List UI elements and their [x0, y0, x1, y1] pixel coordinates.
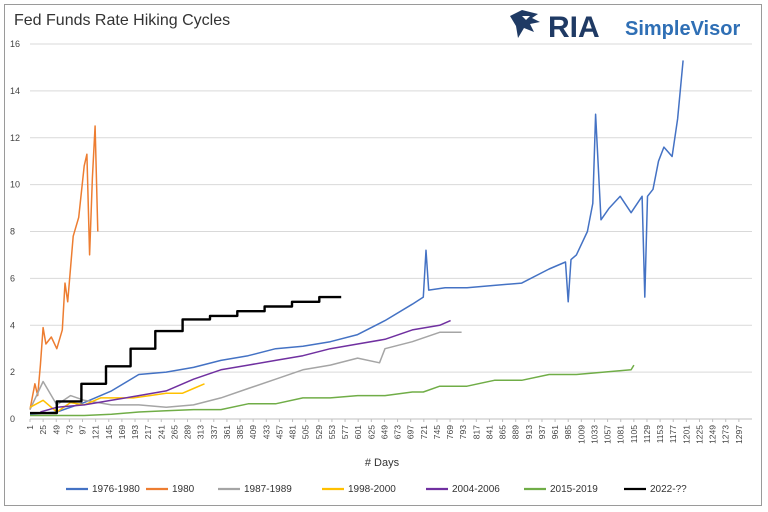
x-tick-label: 865 [498, 425, 508, 439]
x-tick-label: 553 [327, 425, 337, 439]
x-tick-label: 385 [235, 425, 245, 439]
y-tick-label: 10 [10, 180, 20, 190]
y-tick-label: 6 [10, 273, 15, 283]
x-tick-label: 1129 [642, 425, 652, 444]
series-line-5 [30, 364, 635, 417]
x-tick-label: 1153 [655, 425, 665, 444]
legend-label: 2022-?? [650, 484, 687, 495]
brand-logo: RIA SimpleVisor [510, 10, 740, 44]
x-tick-label: 1057 [603, 425, 613, 444]
x-tick-label: 577 [340, 425, 350, 439]
x-tick-label: 913 [524, 425, 534, 439]
x-tick-label: 1081 [616, 425, 626, 444]
chart-title: Fed Funds Rate Hiking Cycles [14, 12, 230, 29]
x-tick-label: 1033 [589, 425, 599, 444]
series-group [29, 60, 684, 417]
x-tick-label: 265 [169, 425, 179, 439]
legend-label: 1980 [172, 484, 195, 495]
x-tick-label: 289 [183, 425, 193, 439]
x-axis: 1 25 49 73 97 121 145 169 193 217 241 265 289 313 337 3… [25, 419, 744, 444]
x-tick-label: 649 [379, 425, 389, 439]
x-tick-label: 697 [406, 425, 416, 439]
x-tick-label: 1297 [734, 425, 744, 444]
x-tick-label: 97 [78, 425, 88, 435]
series-line-1 [29, 125, 99, 410]
x-axis-label: # Days [365, 457, 400, 469]
x-tick-label: 1201 [681, 425, 691, 444]
series-line-2 [29, 331, 462, 410]
brand-product: SimpleVisor [625, 18, 740, 40]
brand-name: RIA [548, 11, 600, 44]
x-tick-label: 217 [143, 425, 153, 439]
x-tick-label: 241 [156, 425, 166, 439]
legend-label: 1987-1989 [244, 484, 292, 495]
x-tick-label: 169 [117, 425, 127, 439]
x-tick-label: 1 [25, 425, 35, 430]
x-tick-label: 1105 [629, 425, 639, 444]
chart-frame [4, 4, 762, 506]
x-tick-label: 505 [301, 425, 311, 439]
x-tick-label: 817 [471, 425, 481, 439]
x-tick-label: 529 [314, 425, 324, 439]
x-tick-label: 745 [432, 425, 442, 439]
x-tick-label: 337 [209, 425, 219, 439]
x-tick-label: 73 [64, 425, 74, 435]
x-tick-label: 433 [261, 425, 271, 439]
x-tick-label: 961 [550, 425, 560, 439]
legend: 1976-1980 1980 1987-1989 1998-2000 2004-2006… [66, 484, 687, 495]
y-tick-label: 14 [10, 86, 20, 96]
x-tick-label: 193 [130, 425, 140, 439]
series-line-0 [29, 60, 684, 416]
x-tick-label: 673 [393, 425, 403, 439]
x-tick-label: 25 [38, 425, 48, 435]
x-tick-label: 889 [511, 425, 521, 439]
x-tick-label: 985 [563, 425, 573, 439]
y-tick-label: 4 [10, 320, 15, 330]
y-tick-label: 2 [10, 367, 15, 377]
series-line-4 [40, 319, 451, 413]
x-tick-label: 313 [196, 425, 206, 439]
eagle-logo-icon [510, 10, 540, 38]
series-line-6 [30, 295, 342, 415]
legend-label: 1998-2000 [348, 484, 396, 495]
x-tick-label: 841 [484, 425, 494, 439]
y-axis: 0 2 4 6 8 10 12 14 16 [10, 39, 20, 424]
x-tick-label: 49 [51, 425, 61, 435]
legend-label: 2004-2006 [452, 484, 500, 495]
x-tick-label: 145 [104, 425, 114, 439]
x-tick-label: 1249 [708, 425, 718, 444]
grid [30, 43, 752, 420]
x-tick-label: 1273 [721, 425, 731, 444]
x-tick-label: 481 [288, 425, 298, 439]
y-tick-label: 16 [10, 39, 20, 49]
x-tick-label: 769 [445, 425, 455, 439]
legend-label: 2015-2019 [550, 484, 598, 495]
x-tick-label: 601 [353, 425, 363, 439]
x-tick-label: 721 [419, 425, 429, 439]
x-tick-label: 121 [91, 425, 101, 439]
x-tick-label: 1225 [694, 425, 704, 444]
y-tick-label: 8 [10, 227, 15, 237]
x-tick-label: 1009 [576, 425, 586, 444]
x-tick-label: 937 [537, 425, 547, 439]
x-tick-label: 457 [274, 425, 284, 439]
y-tick-label: 12 [10, 133, 20, 143]
x-tick-label: 409 [248, 425, 258, 439]
y-tick-label: 0 [10, 414, 15, 424]
x-tick-label: 361 [222, 425, 232, 439]
x-tick-label: 793 [458, 425, 468, 439]
x-tick-label: 1177 [668, 425, 678, 444]
legend-label: 1976-1980 [92, 484, 140, 495]
x-tick-label: 625 [366, 425, 376, 439]
